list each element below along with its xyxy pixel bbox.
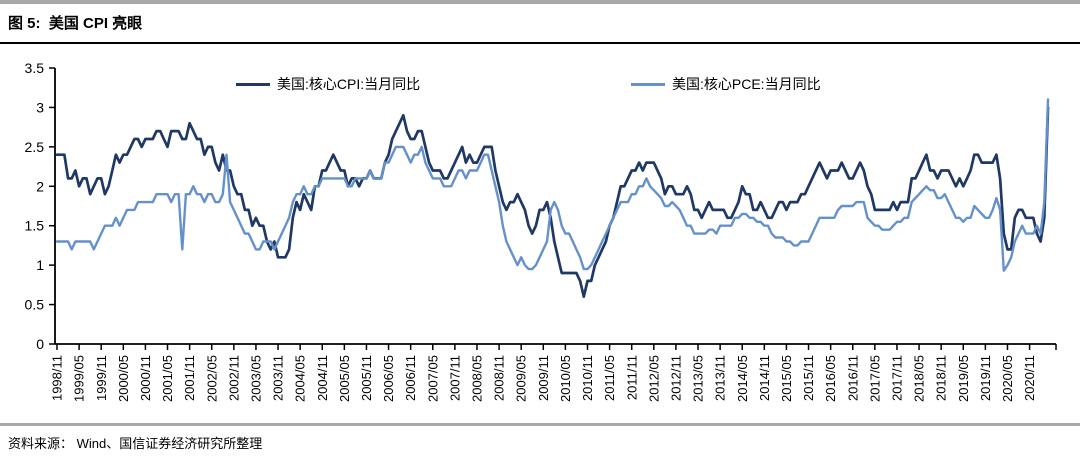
svg-text:0: 0 (36, 336, 44, 352)
svg-text:2014/05: 2014/05 (735, 355, 750, 402)
svg-text:2001/11: 2001/11 (182, 355, 197, 401)
svg-text:1999/05: 1999/05 (72, 355, 87, 402)
svg-text:2003/05: 2003/05 (248, 355, 263, 402)
title-divider (0, 42, 1080, 44)
svg-text:2019/05: 2019/05 (956, 355, 971, 402)
svg-text:2011/05: 2011/05 (602, 355, 617, 401)
svg-text:2002/11: 2002/11 (226, 355, 241, 401)
svg-text:2005/11: 2005/11 (359, 355, 374, 401)
legend-label-core-cpi: 美国:核心CPI:当月同比 (277, 76, 421, 92)
svg-text:1: 1 (36, 257, 44, 273)
svg-text:1.5: 1.5 (25, 218, 45, 234)
bottom-divider (0, 423, 1080, 426)
legend-entry-core-pce: 美国:核心PCE:当月同比 (631, 74, 821, 94)
svg-text:2020/05: 2020/05 (1000, 355, 1015, 402)
figure-title: 图 5: 美国 CPI 亮眼 (8, 15, 143, 32)
legend-entry-core-cpi: 美国:核心CPI:当月同比 (236, 74, 420, 94)
svg-text:2019/11: 2019/11 (978, 355, 993, 401)
svg-text:2006/11: 2006/11 (403, 355, 418, 401)
svg-text:2001/05: 2001/05 (160, 355, 175, 402)
svg-text:2015/05: 2015/05 (779, 355, 794, 402)
svg-text:2014/11: 2014/11 (757, 355, 772, 401)
svg-text:3.5: 3.5 (25, 60, 45, 76)
svg-text:2016/05: 2016/05 (823, 355, 838, 402)
chart-canvas: 0 0.5 1 1.5 2 2.5 3 3.5 1998/11 1999/05 1999/11 200… (25, 60, 1057, 402)
svg-text:2018/11: 2018/11 (934, 355, 949, 401)
svg-text:2013/05: 2013/05 (691, 355, 706, 402)
svg-text:3: 3 (36, 99, 44, 115)
svg-text:2007/11: 2007/11 (447, 355, 462, 401)
svg-text:2006/05: 2006/05 (381, 355, 396, 402)
svg-text:2005/05: 2005/05 (337, 355, 352, 402)
svg-text:2020/11: 2020/11 (1022, 355, 1037, 401)
svg-text:2: 2 (36, 178, 44, 194)
svg-text:2000/11: 2000/11 (138, 355, 153, 401)
svg-text:2010/11: 2010/11 (580, 355, 595, 401)
svg-text:2004/05: 2004/05 (293, 355, 308, 402)
pce-line-swatch (631, 82, 665, 86)
svg-text:0.5: 0.5 (25, 297, 45, 313)
legend-label-core-pce: 美国:核心PCE:当月同比 (672, 76, 821, 92)
svg-text:2010/05: 2010/05 (558, 355, 573, 402)
top-divider (0, 0, 1080, 4)
svg-text:1999/11: 1999/11 (94, 355, 109, 401)
svg-text:2013/11: 2013/11 (713, 355, 728, 401)
svg-text:2002/05: 2002/05 (204, 355, 219, 402)
svg-text:2012/11: 2012/11 (668, 355, 683, 401)
svg-text:2008/05: 2008/05 (470, 355, 485, 402)
svg-text:2016/11: 2016/11 (845, 355, 860, 401)
svg-text:2011/11: 2011/11 (624, 355, 639, 400)
source-note: 资料来源： Wind、国信证券经济研究所整理 (8, 436, 263, 451)
svg-text:2015/11: 2015/11 (801, 355, 816, 401)
svg-text:2004/11: 2004/11 (315, 355, 330, 401)
svg-text:2012/05: 2012/05 (646, 355, 661, 402)
svg-text:2009/11: 2009/11 (536, 355, 551, 401)
svg-text:2007/05: 2007/05 (425, 355, 440, 402)
svg-text:2003/11: 2003/11 (271, 355, 286, 401)
svg-text:2018/05: 2018/05 (912, 355, 927, 402)
svg-text:2.5: 2.5 (25, 139, 45, 155)
cpi-line-swatch (236, 82, 270, 86)
svg-text:2000/05: 2000/05 (116, 355, 131, 402)
svg-text:2008/11: 2008/11 (492, 355, 507, 401)
svg-text:2017/11: 2017/11 (890, 355, 905, 401)
svg-text:1998/11: 1998/11 (50, 355, 65, 401)
svg-text:2017/05: 2017/05 (867, 355, 882, 402)
line-chart: 0 0.5 1 1.5 2 2.5 3 3.5 1998/11 1999/05 1999/11 200… (0, 46, 1080, 423)
svg-text:2009/05: 2009/05 (514, 355, 529, 402)
